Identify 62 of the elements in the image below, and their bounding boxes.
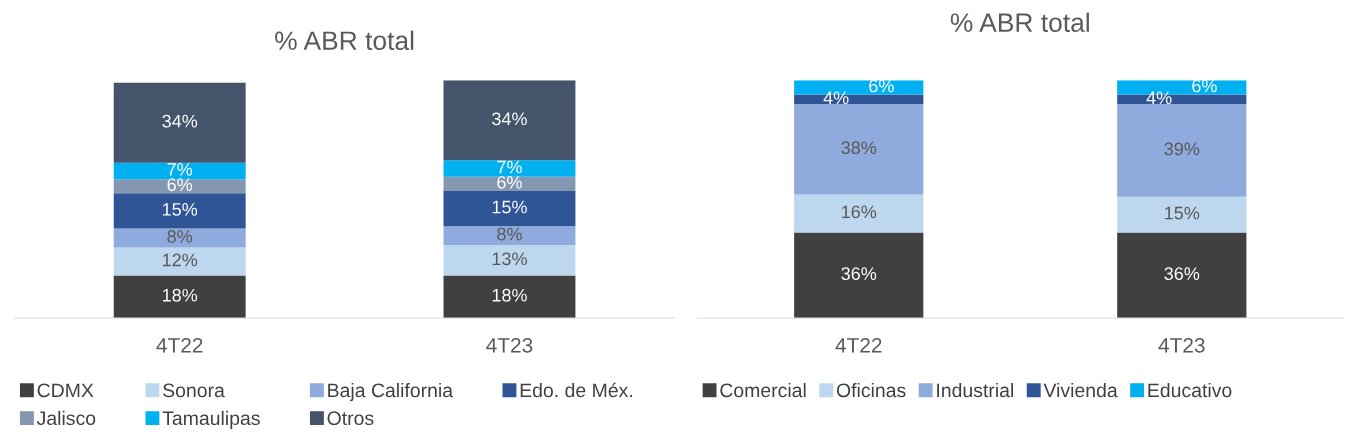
legend-label: Edo. de Méx. [520,382,632,398]
bar [443,80,576,161]
data-label: 12% [163,253,198,267]
bar [443,190,576,227]
legend-label: Tamaulipas [162,410,260,429]
data-label: 15% [1165,206,1200,220]
data-label: 15% [163,203,198,216]
data-label: 4% [823,91,849,105]
data-label: 36% [841,267,877,281]
bar [113,275,246,318]
data-label: 39% [1164,142,1200,156]
data-label: 18% [163,288,198,302]
legend-label: Vivienda [1043,382,1118,398]
legend-label: Industrial [937,382,1013,398]
x-tick-label: 4T22 [835,337,882,353]
bar [113,247,246,276]
bar [794,194,924,233]
data-label: 13% [492,252,527,266]
bar [1117,196,1247,233]
data-label: 34% [492,112,527,126]
bar [113,179,246,194]
bar [794,104,924,195]
legend-label: Educativo [1148,382,1232,398]
bar [1117,104,1247,197]
bar [443,275,576,318]
legend-label: Jalisco [36,410,96,426]
bar [113,162,246,180]
data-label: 6% [497,175,522,189]
data-label: 18% [492,288,527,302]
data-label: 15% [492,200,527,214]
bar [1117,232,1247,318]
x-tick-label: 4T23 [1158,337,1205,353]
legend-label: CDMX [37,383,94,398]
bar [443,160,576,177]
bar [443,226,576,246]
data-label: 6% [869,79,894,93]
data-label: 36% [1164,267,1200,281]
x-tick-label: 4T22 [156,337,203,353]
data-label: 8% [497,227,522,241]
data-label: 8% [167,230,193,243]
bar [113,228,246,248]
legend-label: Baja California [328,382,454,402]
bar [113,193,246,229]
legend-label: Oficinas [836,382,906,398]
x-tick-label: 4T23 [486,337,533,353]
chart-title: % ABR total [950,12,1089,32]
bar [443,245,576,276]
bar [443,176,576,191]
data-label: 6% [1192,79,1217,93]
data-label: 7% [497,160,522,174]
data-label: 7% [167,163,193,176]
bar [794,232,924,318]
legend-label: Comercial [720,382,806,398]
data-label: 16% [842,205,877,219]
legend-label: Sonora [163,383,225,398]
data-label: 6% [167,178,193,192]
bar [113,82,246,163]
data-label: 34% [162,114,198,128]
data-label: 38% [841,141,877,155]
chart-title: % ABR total [275,30,414,51]
data-label: 4% [1146,91,1172,105]
legend-label: Otros [327,411,374,426]
